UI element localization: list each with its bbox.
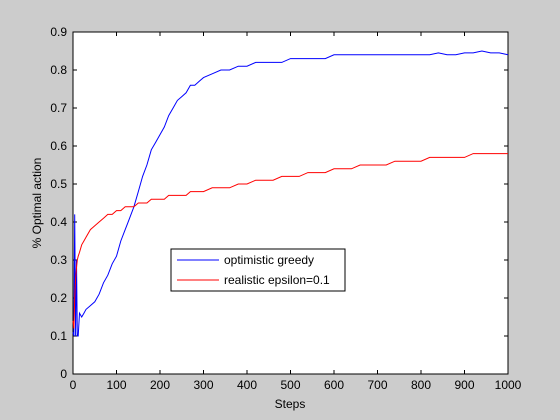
x-tick-label: 400 <box>237 378 257 392</box>
series-line-realistic-epsilon-0-1 <box>72 153 508 329</box>
x-axis-ticks: 0 100 200 300 400 500 600 700 800 900 1000 <box>70 32 522 392</box>
x-axis-label: Steps <box>275 397 306 411</box>
legend-label-realistic-epsilon: realistic epsilon=0.1 <box>224 273 330 287</box>
x-tick-label: 200 <box>150 378 170 392</box>
x-tick-label: 700 <box>367 378 387 392</box>
y-tick-label: 0.4 <box>50 215 67 229</box>
y-tick-label: 0.6 <box>50 139 67 153</box>
legend-box <box>170 248 346 292</box>
legend-label-optimistic-greedy: optimistic greedy <box>224 253 314 267</box>
y-tick-label: 0.5 <box>50 177 67 191</box>
y-tick-label: 0 <box>60 367 67 381</box>
y-axis-ticks: 0 0.1 0.2 0.3 0.4 0.5 0.6 0.7 0.8 0.9 <box>50 25 508 381</box>
y-tick-label: 0.2 <box>50 291 67 305</box>
series-lines <box>72 50 509 337</box>
x-tick-label: 1000 <box>495 378 522 392</box>
x-tick-label: 600 <box>324 378 344 392</box>
y-tick-label: 0.9 <box>50 25 67 39</box>
y-tick-label: 0.7 <box>50 101 67 115</box>
legend: optimistic greedy realistic epsilon=0.1 <box>170 248 346 292</box>
x-tick-label: 900 <box>454 378 474 392</box>
x-tick-label: 500 <box>280 378 300 392</box>
series-line-optimistic-greedy <box>72 50 509 337</box>
y-tick-label: 0.1 <box>50 329 67 343</box>
y-axis-label: % Optimal action <box>30 158 44 249</box>
y-tick-label: 0.3 <box>50 253 67 267</box>
x-tick-label: 300 <box>193 378 213 392</box>
x-tick-label: 100 <box>106 378 126 392</box>
x-tick-label: 800 <box>411 378 431 392</box>
y-tick-label: 0.8 <box>50 63 67 77</box>
x-tick-label: 0 <box>70 378 77 392</box>
